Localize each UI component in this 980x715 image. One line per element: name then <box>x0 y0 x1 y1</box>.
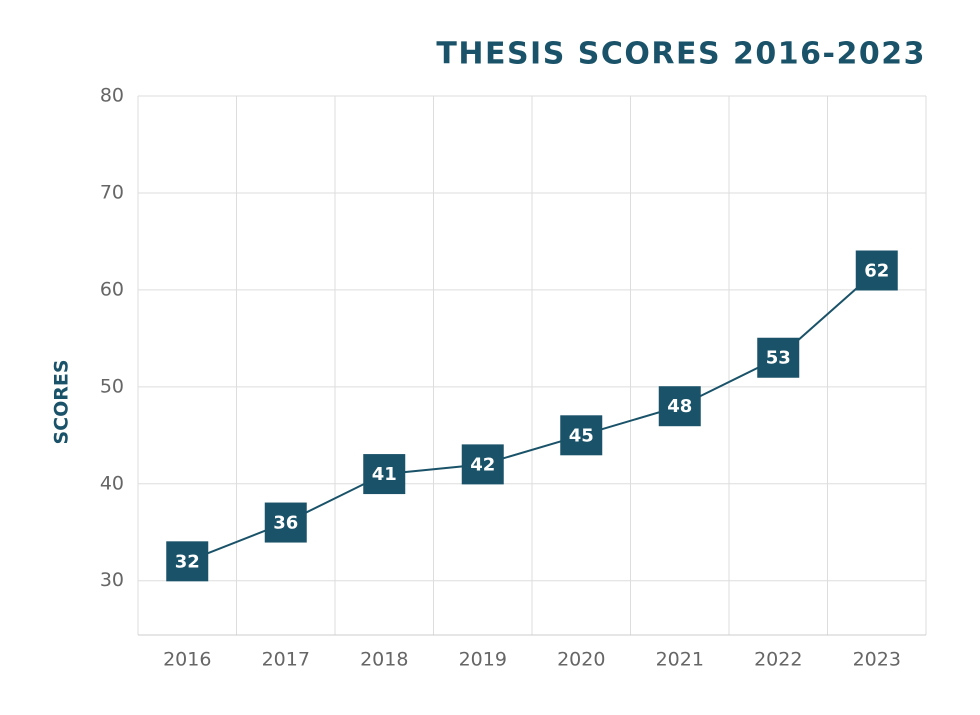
data-label: 53 <box>766 348 791 369</box>
point-marker <box>166 541 209 582</box>
point-marker <box>560 415 603 456</box>
point-marker <box>757 337 800 378</box>
data-label: 36 <box>273 513 298 534</box>
y-tick-label: 80 <box>100 85 124 107</box>
y-tick-label: 60 <box>100 278 124 300</box>
x-tick-label: 2017 <box>262 649 310 671</box>
x-tick-label: 2020 <box>557 649 605 671</box>
data-label: 45 <box>569 425 594 446</box>
x-tick-label: 2023 <box>853 649 901 671</box>
point-marker <box>658 386 701 427</box>
x-tick-label: 2022 <box>754 649 802 671</box>
chart-title: THESIS SCORES 2016-2023 <box>436 37 926 72</box>
point-marker <box>264 502 307 543</box>
y-axis-label: SCORES <box>51 359 73 444</box>
data-label: 41 <box>372 464 397 485</box>
point-marker <box>363 454 406 495</box>
x-tick-label: 2016 <box>163 649 211 671</box>
y-tick-label: 40 <box>100 472 124 494</box>
data-label: 62 <box>864 260 889 281</box>
data-label: 48 <box>667 396 692 417</box>
x-tick-label: 2021 <box>656 649 704 671</box>
y-tick-label: 50 <box>100 375 124 397</box>
x-tick-label: 2019 <box>459 649 507 671</box>
y-tick-label: 70 <box>100 181 124 203</box>
point-marker <box>461 444 504 485</box>
point-marker <box>855 250 898 291</box>
y-tick-label: 30 <box>100 569 124 591</box>
data-label: 32 <box>175 551 200 572</box>
data-label: 42 <box>470 454 495 475</box>
x-tick-label: 2018 <box>360 649 408 671</box>
